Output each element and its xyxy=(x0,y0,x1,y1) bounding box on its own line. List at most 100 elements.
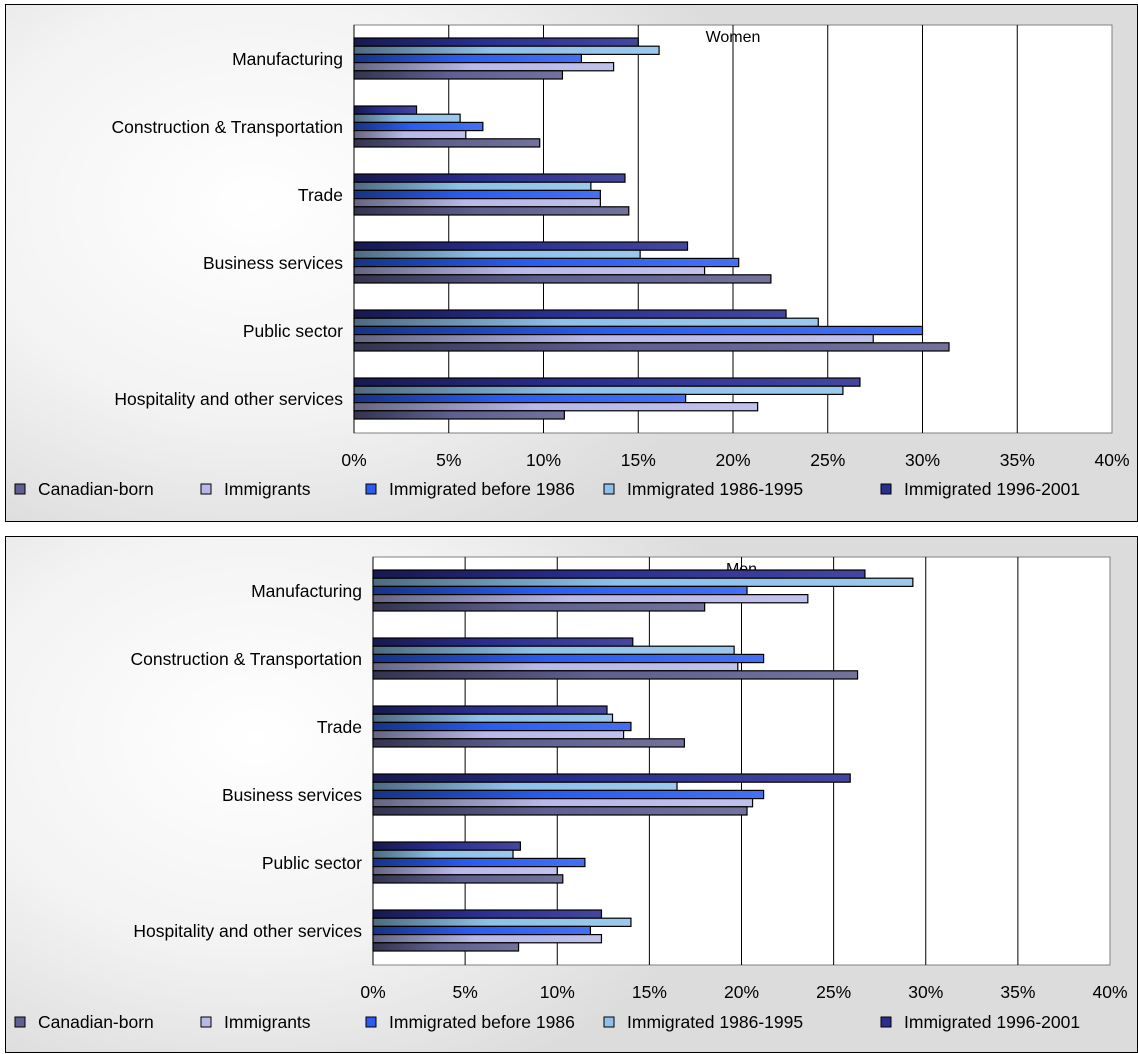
bar-canadian-born xyxy=(372,874,564,884)
men-chart: MenManufacturingConstruction & Transport… xyxy=(14,556,1128,1032)
bar-canadian-born xyxy=(372,670,859,680)
category-label: Construction & Transportation xyxy=(111,117,343,137)
bar-immigrated-1996-2001 xyxy=(353,173,626,183)
bar-immigrated-1986-1995 xyxy=(353,317,819,328)
bar-immigrated-before-1986 xyxy=(353,393,687,404)
x-tick-label: 40% xyxy=(1094,450,1129,470)
bar-immigrated-1996-2001 xyxy=(372,705,608,715)
bar-immigrants xyxy=(353,198,601,208)
bar-immigrated-1996-2001 xyxy=(353,377,861,387)
x-tick-label: 5% xyxy=(452,982,477,1002)
x-tick-label: 0% xyxy=(341,450,366,470)
bar-immigrated-1986-1995 xyxy=(372,849,514,860)
bar-immigrated-1996-2001 xyxy=(353,37,639,47)
legend-label-immigrants: Immigrants xyxy=(224,1012,311,1032)
bar-immigrated-1996-2001 xyxy=(372,637,634,647)
legend-swatch-immigrants xyxy=(200,1016,212,1028)
legend-label-immigrated-1996-2001: Immigrated 1996-2001 xyxy=(904,479,1080,499)
bar-immigrated-before-1986 xyxy=(372,925,592,936)
chart-title: Women xyxy=(706,29,761,46)
bar-immigrated-1986-1995 xyxy=(372,577,914,588)
women-chart-panel: Women Manufacturing Construction & Transpo… xyxy=(5,4,1138,522)
x-tick-label: 20% xyxy=(715,450,750,470)
legend-swatch-immigrants xyxy=(200,483,212,495)
bar-immigrated-1996-2001 xyxy=(372,773,851,783)
legend-label-immigrated-before-1986: Immigrated before 1986 xyxy=(389,479,575,499)
bar-immigrated-1986-1995 xyxy=(372,645,735,655)
legend-swatch-immigrated-1986-1995 xyxy=(603,483,615,495)
bar-immigrated-1986-1995 xyxy=(353,385,844,396)
bar-immigrants xyxy=(353,402,759,412)
bar-immigrated-1986-1995 xyxy=(353,113,461,123)
legend-label-canadian-born: Canadian-born xyxy=(38,479,154,499)
bar-immigrated-before-1986 xyxy=(372,653,765,664)
bar-canadian-born xyxy=(372,806,748,816)
bar-immigrated-1986-1995 xyxy=(353,249,641,259)
bar-immigrated-before-1986 xyxy=(353,189,601,200)
x-tick-label: 35% xyxy=(1000,450,1035,470)
category-label: Public sector xyxy=(243,321,343,341)
legend-swatch-immigrated-before-1986 xyxy=(365,483,377,495)
legend-swatch-immigrated-1996-2001 xyxy=(880,483,892,495)
category-label: Manufacturing xyxy=(251,581,362,601)
bar-immigrated-1996-2001 xyxy=(353,309,787,319)
bar-immigrants xyxy=(353,129,467,140)
legend-swatch-immigrated-1996-2001 xyxy=(880,1016,892,1028)
legend-label-immigrated-1986-1995: Immigrated 1986-1995 xyxy=(627,479,803,499)
bar-immigrated-before-1986 xyxy=(353,53,582,64)
x-tick-label: 25% xyxy=(816,982,851,1002)
bar-canadian-born xyxy=(353,70,564,80)
category-label: Trade xyxy=(317,717,362,737)
bar-immigrants xyxy=(372,866,558,876)
bar-immigrants xyxy=(353,266,706,276)
legend-label-immigrated-1986-1995: Immigrated 1986-1995 xyxy=(627,1012,803,1032)
category-label: Trade xyxy=(298,185,343,205)
category-label: Construction & Transportation xyxy=(130,649,362,669)
women-chart: Women Manufacturing Construction & Transpo… xyxy=(14,24,1130,499)
x-tick-label: 15% xyxy=(632,982,667,1002)
x-tick-label: 10% xyxy=(526,450,561,470)
legend-label-immigrated-before-1986: Immigrated before 1986 xyxy=(389,1012,575,1032)
bar-immigrants xyxy=(372,661,739,672)
bar-immigrated-before-1986 xyxy=(353,325,924,336)
legend-swatch-canadian-born xyxy=(14,483,26,495)
category-label: Manufacturing xyxy=(232,49,343,69)
bar-canadian-born xyxy=(372,738,685,748)
bar-canadian-born xyxy=(372,942,520,952)
x-tick-label: 30% xyxy=(905,450,940,470)
x-tick-label: 5% xyxy=(436,450,461,470)
bar-canadian-born xyxy=(372,602,706,612)
x-tick-label: 35% xyxy=(1000,982,1035,1002)
bar-immigrated-before-1986 xyxy=(372,789,765,800)
x-tick-label: 25% xyxy=(810,450,845,470)
bar-immigrants xyxy=(372,593,809,604)
category-label: Hospitality and other services xyxy=(133,921,362,941)
bar-immigrated-1986-1995 xyxy=(353,45,660,56)
legend-swatch-immigrated-1986-1995 xyxy=(603,1016,615,1028)
category-label: Business services xyxy=(203,253,343,273)
x-tick-label: 30% xyxy=(908,982,943,1002)
bar-immigrated-before-1986 xyxy=(353,257,740,268)
legend-label-canadian-born: Canadian-born xyxy=(38,1012,154,1032)
x-tick-label: 10% xyxy=(540,982,575,1002)
x-tick-label: 0% xyxy=(360,982,385,1002)
bar-canadian-born xyxy=(353,410,565,420)
bar-canadian-born xyxy=(353,138,541,148)
bar-immigrants xyxy=(372,934,603,944)
bar-immigrated-1996-2001 xyxy=(372,909,603,919)
x-tick-label: 15% xyxy=(621,450,656,470)
legend-label-immigrated-1996-2001: Immigrated 1996-2001 xyxy=(904,1012,1080,1032)
legend-swatch-immigrated-before-1986 xyxy=(365,1016,377,1028)
category-label: Public sector xyxy=(262,853,362,873)
bar-immigrated-before-1986 xyxy=(372,721,632,732)
bar-immigrants xyxy=(372,798,754,808)
bar-immigrated-1996-2001 xyxy=(353,241,689,251)
bar-immigrated-before-1986 xyxy=(353,121,484,132)
legend-swatch-canadian-born xyxy=(14,1016,26,1028)
bar-immigrated-1986-1995 xyxy=(372,917,632,928)
bar-immigrated-1996-2001 xyxy=(372,841,521,851)
bar-immigrated-1996-2001 xyxy=(372,569,866,579)
bar-immigrated-before-1986 xyxy=(372,585,748,596)
bar-immigrated-1986-1995 xyxy=(372,781,678,791)
bar-immigrated-1996-2001 xyxy=(353,105,418,115)
